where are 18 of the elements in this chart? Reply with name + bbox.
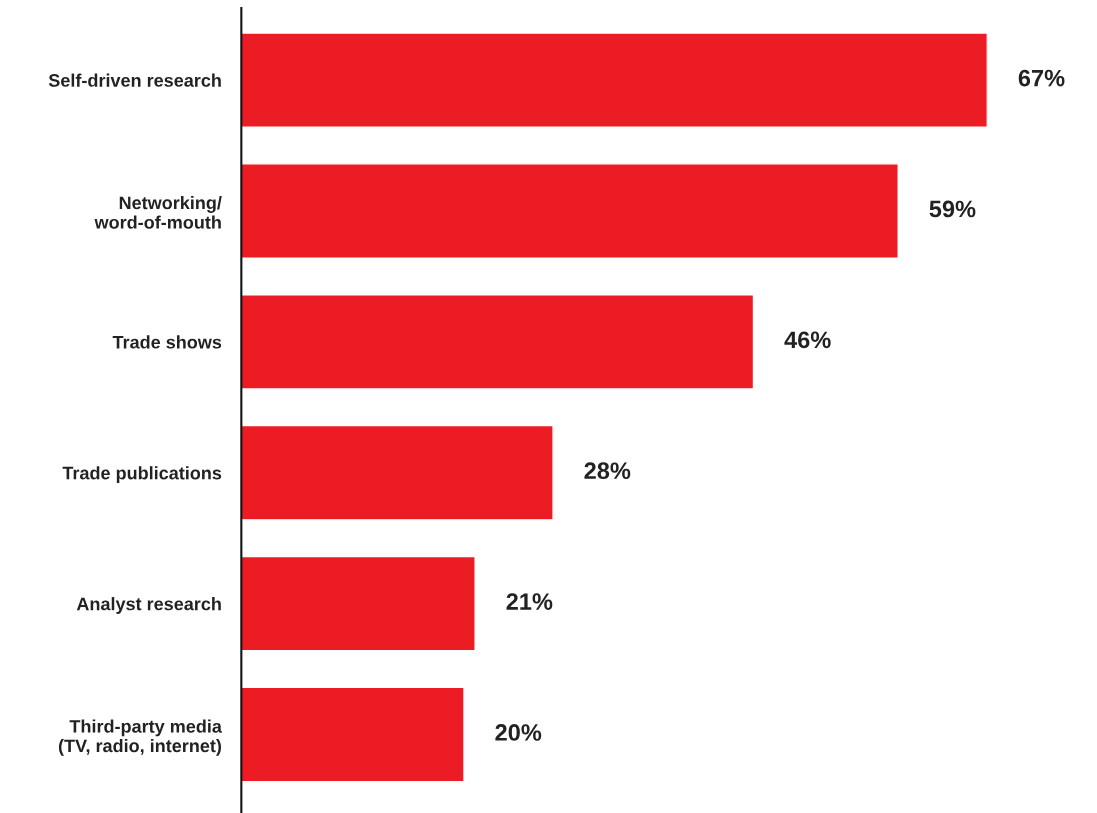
bar (241, 555, 476, 652)
bar (241, 294, 755, 390)
y-tick-label: Trade publications (62, 466, 222, 484)
y-tick-label: Networking/ word-of-mouth (94, 195, 222, 229)
data-label: 67% (1018, 69, 1065, 87)
data-label: 20% (495, 724, 542, 741)
data-label: 21% (506, 593, 553, 610)
bar (241, 32, 988, 128)
data-label: 28% (584, 462, 631, 480)
bar (241, 163, 899, 259)
bar (241, 686, 465, 783)
y-tick-label: Self-driven research (48, 73, 221, 87)
y-tick-label: Analyst research (76, 597, 221, 614)
data-label: 46% (784, 331, 831, 349)
bar (241, 424, 554, 521)
y-tick-label: Trade shows (112, 335, 222, 349)
y-tick-label: Third-party media (TV, radio, internet) (58, 719, 223, 756)
data-label: 59% (929, 200, 976, 218)
